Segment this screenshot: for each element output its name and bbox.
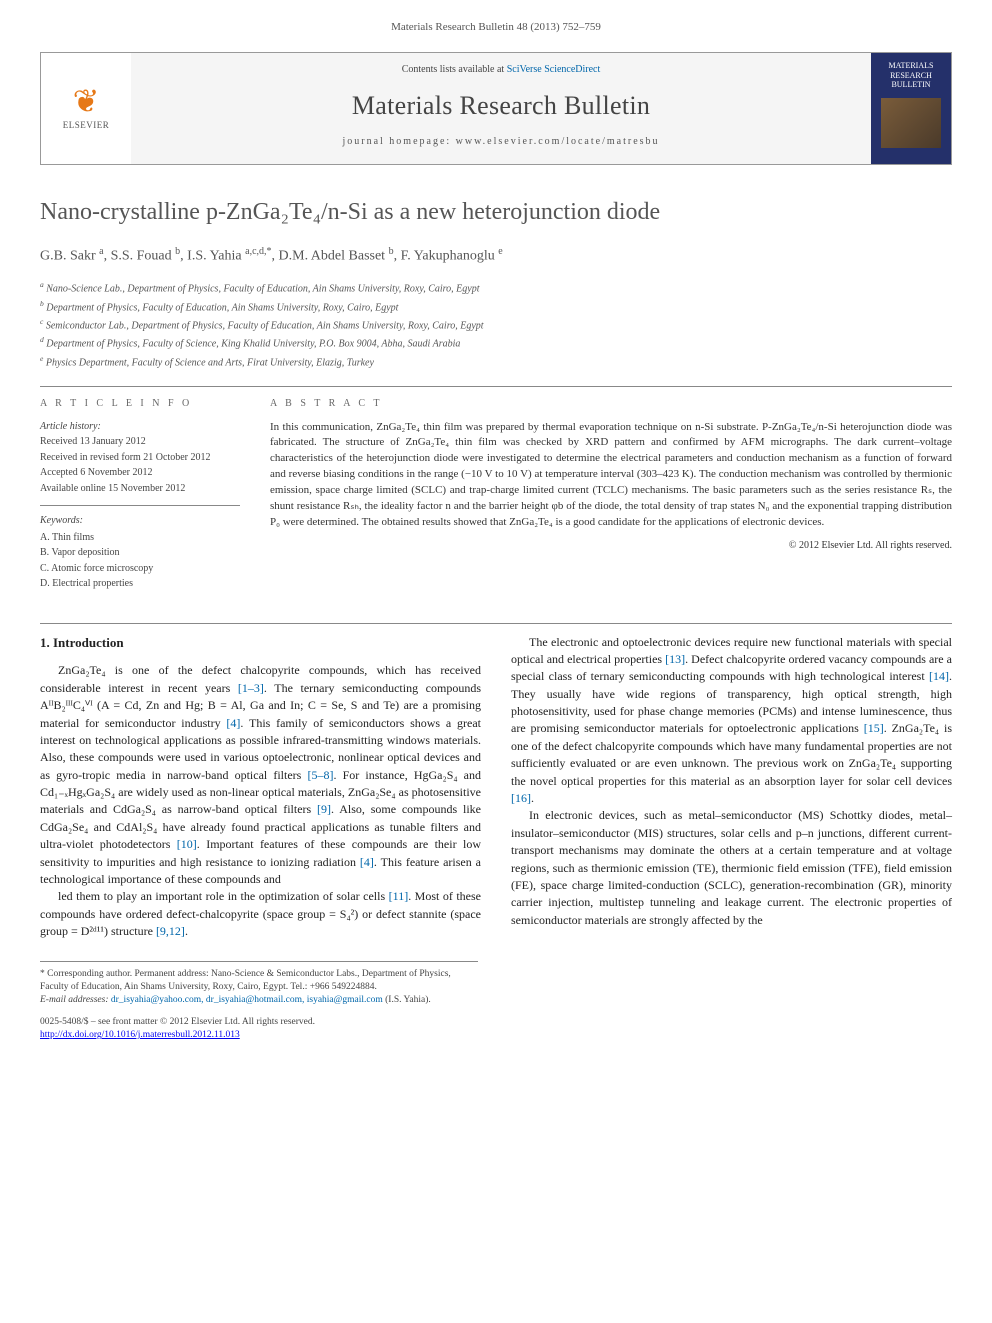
affiliation: a Nano-Science Lab., Department of Physi… (40, 279, 952, 296)
running-header: Materials Research Bulletin 48 (2013) 75… (40, 20, 952, 36)
article-info: A R T I C L E I N F O Article history: R… (40, 397, 240, 593)
abstract-body: In this communication, ZnGa₂Te₄ thin fil… (270, 420, 952, 532)
sciencedirect-link[interactable]: SciVerse ScienceDirect (507, 64, 601, 75)
affiliations: a Nano-Science Lab., Department of Physi… (40, 279, 952, 370)
keywords-heading: Keywords: (40, 514, 240, 529)
contents-line: Contents lists available at SciVerse Sci… (141, 63, 861, 78)
citation-link[interactable]: [13] (665, 652, 685, 666)
citation-link[interactable]: [9,12] (156, 924, 185, 938)
article-title: Nano-crystalline p-ZnGa₂Te₄/n-Si as a ne… (40, 195, 952, 230)
keyword: B. Vapor deposition (40, 546, 240, 561)
doi-link[interactable]: http://dx.doi.org/10.1016/j.materresbull… (40, 1030, 240, 1040)
history-heading: Article history: (40, 420, 240, 435)
email-link[interactable]: dr_isyahia@yahoo.com, dr_isyahia@hotmail… (111, 995, 383, 1005)
body-paragraph: led them to play an important role in th… (40, 888, 481, 940)
citation-link[interactable]: [10] (177, 837, 197, 851)
page-footer: 0025-5408/$ – see front matter © 2012 El… (40, 1016, 952, 1044)
authors: G.B. Sakr a, S.S. Fouad b, I.S. Yahia a,… (40, 245, 952, 267)
section-heading: 1. Introduction (40, 634, 481, 653)
journal-name: Materials Research Bulletin (141, 87, 861, 125)
journal-cover-thumb: MATERIALS RESEARCH BULLETIN (871, 53, 951, 164)
footer-copyright: 0025-5408/$ – see front matter © 2012 El… (40, 1016, 315, 1044)
citation-link[interactable]: [15] (864, 721, 884, 735)
keyword: D. Electrical properties (40, 577, 240, 592)
cover-image (881, 98, 941, 148)
affiliation: d Department of Physics, Faculty of Scie… (40, 334, 952, 351)
citation-link[interactable]: [9] (317, 802, 331, 816)
email-line: E-mail addresses: dr_isyahia@yahoo.com, … (40, 994, 478, 1007)
body-paragraph: The electronic and optoelectronic device… (511, 634, 952, 808)
keyword: A. Thin films (40, 531, 240, 546)
keyword: C. Atomic force microscopy (40, 562, 240, 577)
body-paragraph: In electronic devices, such as metal–sem… (511, 807, 952, 929)
info-abstract-row: A R T I C L E I N F O Article history: R… (40, 397, 952, 593)
affiliation: b Department of Physics, Faculty of Educ… (40, 298, 952, 315)
cover-title: MATERIALS RESEARCH BULLETIN (875, 61, 947, 90)
divider (40, 386, 952, 387)
citation-link[interactable]: [4] (226, 716, 240, 730)
citation-link[interactable]: [14] (929, 669, 949, 683)
abstract-copyright: © 2012 Elsevier Ltd. All rights reserved… (270, 539, 952, 554)
elsevier-logo: ❦ ELSEVIER (41, 53, 131, 164)
citation-link[interactable]: [1–3] (238, 681, 264, 695)
history-item: Available online 15 November 2012 (40, 482, 240, 497)
history-item: Received 13 January 2012 (40, 435, 240, 450)
front-matter: 0025-5408/$ – see front matter © 2012 El… (40, 1016, 315, 1030)
body-text: 1. Introduction ZnGa₂Te₄ is one of the d… (40, 634, 952, 941)
keywords: A. Thin filmsB. Vapor depositionC. Atomi… (40, 531, 240, 592)
abstract-heading: A B S T R A C T (270, 397, 952, 412)
citation-link[interactable]: [11] (389, 889, 409, 903)
journal-banner: ❦ ELSEVIER Contents lists available at S… (40, 52, 952, 165)
citation-link[interactable]: [16] (511, 791, 531, 805)
journal-homepage: journal homepage: www.elsevier.com/locat… (141, 135, 861, 150)
history-item: Accepted 6 November 2012 (40, 466, 240, 481)
history-item: Received in revised form 21 October 2012 (40, 451, 240, 466)
contents-pre: Contents lists available at (402, 64, 507, 75)
article-info-heading: A R T I C L E I N F O (40, 397, 240, 412)
corresponding-footnote: * Corresponding author. Permanent addres… (40, 961, 478, 1008)
affiliation: e Physics Department, Faculty of Science… (40, 353, 952, 370)
divider (40, 623, 952, 624)
article-history: Article history: Received 13 January 201… (40, 420, 240, 507)
elsevier-tree-icon: ❦ (73, 85, 100, 117)
abstract: A B S T R A C T In this communication, Z… (270, 397, 952, 593)
body-paragraph: ZnGa₂Te₄ is one of the defect chalcopyri… (40, 662, 481, 888)
citation-link[interactable]: [5–8] (307, 768, 333, 782)
affiliation: c Semiconductor Lab., Department of Phys… (40, 316, 952, 333)
banner-center: Contents lists available at SciVerse Sci… (131, 53, 871, 164)
email-label: E-mail addresses: (40, 995, 111, 1005)
email-suffix: (I.S. Yahia). (383, 995, 431, 1005)
citation-link[interactable]: [4] (360, 855, 374, 869)
corresponding-author: * Corresponding author. Permanent addres… (40, 968, 478, 995)
elsevier-wordmark: ELSEVIER (63, 119, 110, 132)
